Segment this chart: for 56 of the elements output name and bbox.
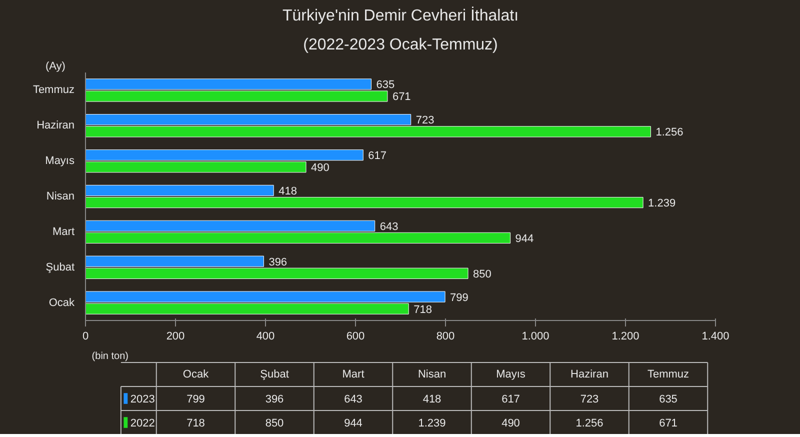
data-label: 617 [368, 150, 387, 162]
x-tick-label: 800 [436, 330, 455, 342]
data-label: 723 [416, 114, 434, 127]
text: 1.256 [576, 418, 604, 430]
category-label: Şubat [260, 368, 289, 380]
legend-label: 2023 [130, 394, 155, 406]
text: 799 [186, 394, 205, 406]
text: 1.239 [418, 418, 446, 430]
text: 490 [502, 418, 520, 430]
x-tick-label: 200 [166, 330, 185, 342]
x-tick-label: 1.400 [702, 330, 730, 342]
category-label: Ocak [182, 368, 209, 380]
category-label: Mart [342, 368, 364, 380]
y-tick-label: Temmuz [32, 84, 74, 96]
category-label: Mayıs [496, 368, 526, 380]
data-label: 944 [515, 232, 534, 245]
x-tick-label: 600 [346, 330, 365, 342]
x-tick-label: 1.000 [522, 330, 550, 342]
y-tick-label: Haziran [36, 120, 74, 132]
y-axis-title: (Ay) [46, 60, 66, 72]
y-tick-label: Ocak [48, 296, 75, 309]
text: 718 [186, 418, 205, 430]
data-label: 850 [473, 268, 492, 280]
data-label: 418 [278, 185, 297, 198]
y-tick-label: Mart [52, 226, 74, 238]
text: 643 [344, 394, 362, 406]
chart-title: Türkiye'nin Demir Cevheri İthalatı [282, 6, 519, 24]
category-label: Nisan [418, 368, 446, 380]
data-label: 635 [376, 79, 395, 92]
text: 723 [580, 394, 599, 406]
text: 850 [265, 418, 284, 430]
text: 617 [502, 394, 520, 406]
data-label: 490 [311, 162, 330, 174]
legend-label: 2022 [130, 418, 155, 430]
text: 671 [659, 418, 678, 430]
category-label: Temmuz [647, 368, 690, 380]
x-tick-label: 0 [82, 330, 89, 342]
data-label: 396 [268, 256, 288, 268]
chart-subtitle: (2022-2023 Ocak-Temmuz) [303, 36, 498, 54]
x-tick-label: 400 [256, 330, 275, 342]
text: 396 [265, 394, 284, 406]
data-label: 671 [392, 91, 411, 104]
data-label: 718 [414, 304, 432, 316]
x-tick-label: 1.200 [612, 330, 640, 342]
data-label: 643 [380, 220, 398, 233]
text: 418 [422, 394, 442, 406]
y-tick-label: Nisan [46, 190, 74, 202]
x-axis-title: (bin ton) [92, 351, 128, 362]
y-tick-label: Mayıs [45, 155, 75, 168]
y-tick-label: Şubat [46, 261, 75, 274]
category-label: Haziran [570, 368, 608, 380]
text: 635 [659, 394, 678, 406]
data-label: 1.256 [656, 126, 684, 139]
data-label: 799 [450, 292, 468, 304]
data-label: 1.239 [648, 198, 676, 210]
text: 944 [344, 418, 362, 430]
